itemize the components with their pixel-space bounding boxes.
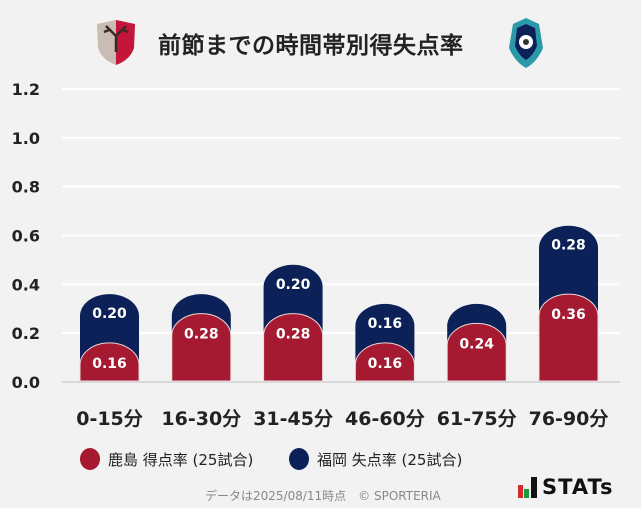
y-tick-label: 0.6 [12,227,40,246]
legend-label: 福岡 失点率 (25試合) [317,450,463,469]
x-tick-label: 31-45分 [253,408,333,430]
legend-item-fukuoka: 福岡 失点率 (25試合) [289,448,462,470]
legend-swatch-red [80,448,100,470]
bar-kashima-segment [538,293,599,382]
data-credit: データは2025/08/11時点 © SPORTERIA [205,489,441,503]
y-tick-label: 0.2 [12,324,40,343]
bar-label-kashima: 0.28 [276,327,311,343]
x-tick-label: 76-90分 [529,408,609,430]
bar-kashima-segment [446,322,507,382]
legend-label: 鹿島 得点率 (25試合) [108,450,254,469]
x-tick-label: 0-15分 [76,408,143,430]
bar-kashima-segment [171,313,232,382]
y-tick-label: 1.0 [12,129,40,148]
legend-swatch-navy [289,448,309,470]
stats-bars-icon [518,477,537,498]
y-tick-label: 0.8 [12,178,40,197]
bar-label-fukuoka: 0.16 [368,316,403,332]
bar-label-kashima: 0.36 [551,307,586,323]
bar-label-fukuoka: 0.20 [276,277,311,293]
y-tick-label: 0.0 [12,373,40,392]
stats-brand-logo: STATs [518,476,613,498]
bar-kashima-segment [354,342,415,382]
bar-kashima-segment [263,313,324,382]
bar-label-kashima: 0.28 [184,327,219,343]
fukuoka-logo [505,14,547,74]
y-tick-label: 1.2 [12,80,40,99]
bar-label-fukuoka: 0.20 [92,306,127,322]
kashima-logo [94,18,138,70]
x-tick-label: 46-60分 [345,408,425,430]
bar-kashima-segment [79,342,140,382]
stacked-bar-chart: 0.0 0.2 0.4 0.6 0.8 1.0 1.2 0.16 0.20 0.28 0.28 0.… [12,80,620,430]
x-tick-label: 16-30分 [161,408,241,430]
fukuoka-crest-icon [509,18,543,68]
legend-item-kashima: 鹿島 得点率 (25試合) [80,448,253,470]
chart-title: 前節までの時間帯別得失点率 [158,33,464,59]
bar-label-kashima: 0.16 [368,356,403,372]
bar-label-kashima: 0.16 [92,356,127,372]
bar-label-fukuoka: 0.28 [551,238,586,254]
kashima-crest-icon [97,20,135,65]
y-tick-label: 0.4 [12,275,40,294]
x-tick-label: 61-75分 [437,408,517,430]
bar-label-kashima: 0.24 [459,336,494,352]
